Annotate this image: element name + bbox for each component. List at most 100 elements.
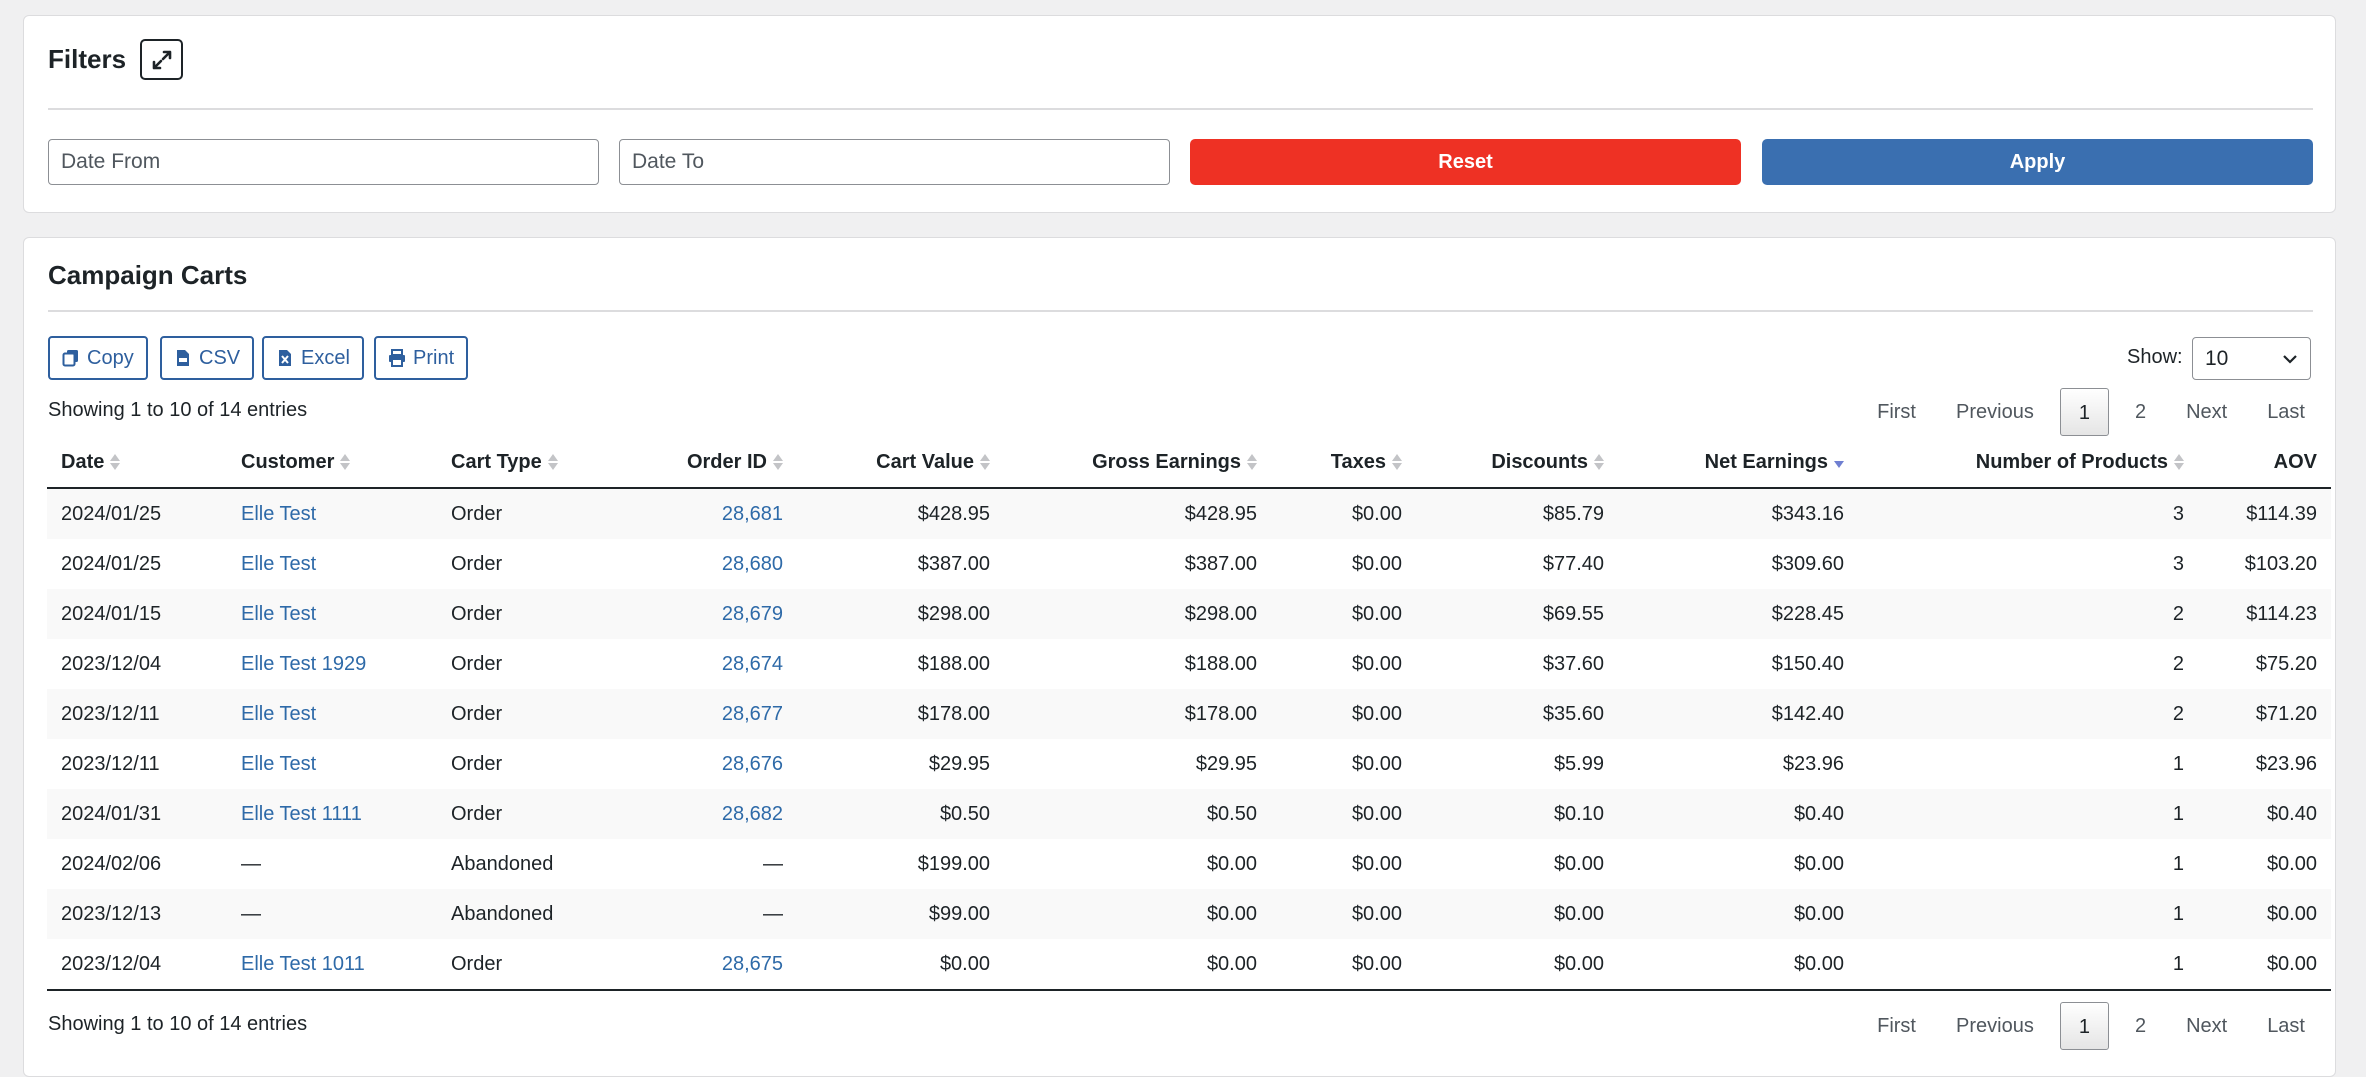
order-id-link[interactable]: 28,679: [721, 602, 783, 625]
column-header-label: Gross Earnings: [1092, 450, 1241, 473]
expand-arrows-icon: [152, 50, 171, 69]
expand-filters-button[interactable]: [140, 39, 183, 80]
copy-button[interactable]: Copy: [48, 336, 148, 380]
print-button[interactable]: Print: [374, 336, 469, 380]
column-header-cart-type[interactable]: Cart Type: [437, 437, 617, 489]
campaign-carts-table: Date Customer Cart Type Order ID Cart Va…: [47, 437, 2331, 991]
net-earnings-cell: $309.60: [1771, 552, 1844, 575]
pagination-first[interactable]: First: [1877, 1015, 1916, 1037]
customer-link[interactable]: Elle Test: [241, 602, 317, 625]
order-id-link[interactable]: 28,674: [721, 652, 783, 675]
pagination-next[interactable]: Next: [2186, 401, 2228, 423]
pagination-page-1[interactable]: 1: [2059, 388, 2109, 436]
taxes-cell: $0.00: [1351, 502, 1402, 525]
order-id-link[interactable]: 28,677: [721, 702, 783, 725]
number-of-products-cell: 2: [2172, 652, 2184, 675]
pagination-previous[interactable]: Previous: [1956, 1015, 2034, 1037]
pagination-first[interactable]: First: [1877, 401, 1916, 423]
taxes-cell: $0.00: [1351, 652, 1402, 675]
column-header-gross-earnings[interactable]: Gross Earnings: [1004, 437, 1271, 489]
sort-icon: [340, 452, 351, 472]
customer-cell: Elle Test: [227, 739, 437, 789]
customer-cell: Elle Test: [227, 589, 437, 639]
table-body: 2024/01/25 Elle Test Order 28,681 $428.95 $42…: [47, 488, 2331, 991]
column-header-customer[interactable]: Customer: [227, 437, 437, 489]
column-header-label: Order ID: [686, 450, 767, 473]
cart-value-cell: $178.00: [917, 702, 990, 725]
gross-earnings-cell: $0.00: [1206, 902, 1257, 925]
column-header-label: Discounts: [1491, 450, 1588, 473]
discounts-cell: $0.10: [1553, 802, 1604, 825]
cart-value-cell: $199.00: [917, 852, 990, 875]
table-info-top: Showing 1 to 10 of 14 entries: [48, 399, 308, 421]
filters-title: Filters: [48, 44, 127, 74]
pagination-last[interactable]: Last: [2267, 1015, 2305, 1037]
sort-icon: [547, 452, 558, 472]
customer-link[interactable]: Elle Test 1111: [241, 802, 362, 825]
date-cell: 2024/02/06: [61, 852, 162, 875]
order-id-link[interactable]: 28,676: [721, 752, 783, 775]
order-id-cell: —: [763, 902, 783, 925]
column-header-order-id[interactable]: Order ID: [617, 437, 797, 489]
column-header-discounts[interactable]: Discounts: [1416, 437, 1618, 489]
column-header-net-earnings[interactable]: Net Earnings: [1618, 437, 1858, 489]
cart-value-cell: $99.00: [928, 902, 990, 925]
column-header-aov[interactable]: AOV: [2198, 437, 2331, 489]
pagination-last[interactable]: Last: [2267, 401, 2305, 423]
date-cell: 2024/01/31: [61, 802, 162, 825]
customer-link[interactable]: Elle Test: [241, 552, 317, 575]
table-row: 2023/12/04 Elle Test 1011 Order 28,675 $0.00…: [47, 939, 2331, 991]
number-of-products-cell: 1: [2172, 852, 2184, 875]
aov-cell: $71.20: [2255, 702, 2317, 725]
entries-per-page-select[interactable]: 10: [2192, 337, 2311, 380]
customer-link[interactable]: Elle Test: [241, 502, 317, 525]
column-header-number-of-products[interactable]: Number of Products: [1858, 437, 2198, 489]
column-header-label: Cart Type: [451, 450, 542, 473]
order-id-cell: 28,674: [617, 639, 797, 689]
table-row: 2023/12/11 Elle Test Order 28,677 $178.00 $17…: [47, 689, 2331, 739]
customer-link[interactable]: Elle Test: [241, 702, 317, 725]
date-to-input[interactable]: [619, 139, 1170, 185]
date-cell: 2024/01/25: [61, 502, 162, 525]
order-id-link[interactable]: 28,681: [721, 502, 783, 525]
net-earnings-cell: $142.40: [1771, 702, 1844, 725]
date-cell: 2023/12/11: [61, 752, 160, 775]
reset-button[interactable]: Reset: [1190, 139, 1741, 185]
date-cell: 2024/01/15: [61, 602, 162, 625]
pagination-page-2[interactable]: 2: [2134, 401, 2147, 423]
csv-label: CSV: [199, 346, 241, 369]
cart-type-cell: Order: [451, 652, 503, 675]
net-earnings-cell: $0.00: [1793, 852, 1844, 875]
apply-button[interactable]: Apply: [1762, 139, 2313, 185]
net-earnings-cell: $150.40: [1771, 652, 1844, 675]
aov-cell: $75.20: [2255, 652, 2317, 675]
sort-icon: [980, 452, 990, 472]
csv-button[interactable]: CSV: [160, 336, 255, 380]
date-from-input[interactable]: [48, 139, 599, 185]
aov-cell: $103.20: [2244, 552, 2317, 575]
cart-value-cell: $29.95: [928, 752, 990, 775]
chevron-down-icon: [2283, 354, 2297, 364]
pagination-previous[interactable]: Previous: [1956, 401, 2034, 423]
net-earnings-cell: $228.45: [1771, 602, 1844, 625]
customer-link[interactable]: Elle Test 1011: [241, 952, 365, 975]
pagination-next[interactable]: Next: [2186, 1015, 2228, 1037]
customer-link[interactable]: Elle Test: [241, 752, 317, 775]
column-header-date[interactable]: Date: [47, 437, 227, 489]
gross-earnings-cell: $298.00: [1184, 602, 1257, 625]
cart-value-cell: $298.00: [917, 602, 990, 625]
customer-link[interactable]: Elle Test 1929: [241, 652, 367, 675]
column-header-taxes[interactable]: Taxes: [1271, 437, 1416, 489]
entries-per-page-value: 10: [2205, 346, 2229, 370]
column-header-cart-value[interactable]: Cart Value: [797, 437, 1004, 489]
campaign-carts-title: Campaign Carts: [48, 260, 248, 290]
column-header-label: Net Earnings: [1704, 450, 1828, 473]
order-id-link[interactable]: 28,675: [721, 952, 783, 975]
order-id-link[interactable]: 28,682: [721, 802, 783, 825]
pagination-page-1[interactable]: 1: [2059, 1002, 2109, 1050]
order-id-link[interactable]: 28,680: [721, 552, 783, 575]
pagination-page-2[interactable]: 2: [2134, 1015, 2147, 1037]
cart-type-cell: Order: [451, 502, 503, 525]
excel-button[interactable]: Excel: [262, 336, 364, 380]
sort-icon: [1247, 452, 1257, 472]
